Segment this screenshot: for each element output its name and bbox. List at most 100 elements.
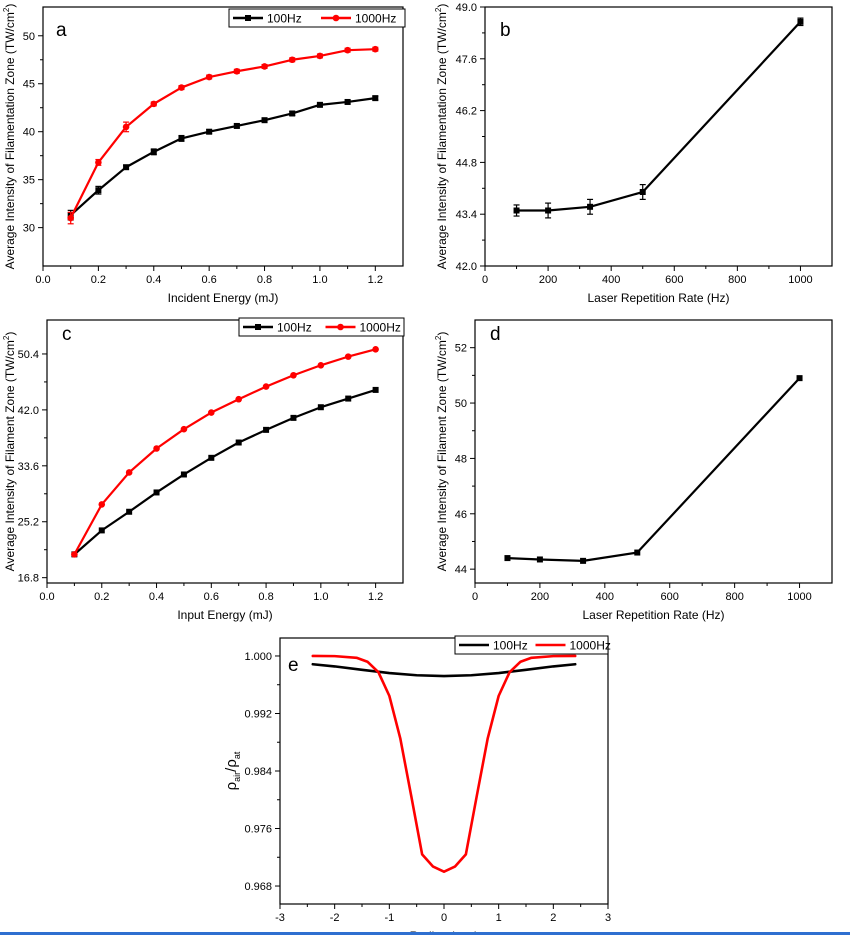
y-axis-label: ρair/ρat — [223, 751, 242, 790]
x-tick-label: 400 — [602, 274, 620, 286]
data-point — [261, 63, 268, 70]
y-tick-label: 0.992 — [244, 708, 272, 720]
panel-label: c — [62, 324, 72, 345]
x-tick-label: -3 — [275, 912, 285, 924]
x-axis-label: Input Energy (mJ) — [177, 608, 272, 622]
data-point — [317, 404, 324, 411]
legend-label: 100Hz — [277, 321, 312, 335]
y-tick-label: 50 — [23, 31, 35, 43]
data-point — [344, 98, 351, 105]
legend-label: 100Hz — [493, 639, 528, 653]
y-axis-label-sup: 2 — [2, 7, 11, 12]
data-point — [288, 56, 296, 64]
x-tick-label: 200 — [531, 591, 549, 603]
y-tick-label: 47.6 — [456, 54, 477, 66]
x-tick-label: 1.0 — [313, 591, 328, 603]
data-point — [208, 454, 215, 461]
x-tick-label: 0.6 — [202, 274, 217, 286]
y-tick-label: 46 — [455, 509, 467, 521]
y-tick-label: 33.6 — [18, 461, 39, 473]
y-tick-label: 43.4 — [456, 209, 477, 221]
y-tick-label: 42.0 — [18, 405, 39, 417]
series-line — [73, 388, 377, 556]
plot-frame — [42, 6, 404, 267]
data-point — [123, 164, 130, 171]
data-point — [126, 508, 133, 515]
x-tick-label: 1.2 — [368, 274, 383, 286]
x-tick-label: 0.2 — [91, 274, 106, 286]
data-point — [545, 207, 552, 214]
data-point — [98, 501, 106, 508]
chart-d: 0 200 400 600 800 1000 44 46 48 50 52 Laser Repetit… — [434, 319, 833, 622]
x-tick-label: -1 — [384, 912, 394, 924]
data-point — [233, 67, 241, 75]
legend-marker — [255, 324, 261, 330]
x-tick-label: 0.0 — [39, 591, 54, 603]
legend: 100Hz 1000Hz — [228, 8, 406, 28]
data-point — [180, 471, 187, 478]
y-axis-label-sup: 2 — [434, 335, 443, 340]
legend-label: 1000Hz — [360, 321, 401, 335]
data-point — [235, 395, 242, 403]
y-axis-label-sup: 2 — [2, 335, 11, 340]
legend-label: 1000Hz — [355, 12, 396, 26]
data-point — [153, 445, 160, 452]
legend-box — [238, 317, 405, 337]
x-tick-label: 0 — [441, 912, 447, 924]
chart-e: -3-2-101230.9680.9760.9840.9921.000Radiu… — [223, 635, 611, 935]
y-axis-label-part: ) — [3, 4, 17, 8]
data-point — [372, 345, 379, 353]
data-point — [634, 549, 641, 556]
x-tick-label: 3 — [605, 912, 611, 924]
y-tick-label: 50 — [455, 398, 467, 410]
legend: 100Hz 1000Hz — [238, 317, 405, 337]
data-point — [587, 203, 594, 210]
x-tick-label: 0.8 — [257, 274, 272, 286]
x-tick-label: 0 — [482, 274, 488, 286]
x-axis-label: Laser Repetition Rate (Hz) — [587, 291, 729, 305]
series-line — [311, 662, 577, 678]
y-tick-label: 16.8 — [18, 573, 39, 585]
x-tick-label: 2 — [550, 912, 556, 924]
y-tick-label: 0.968 — [244, 881, 272, 893]
y-tick-label: 44 — [455, 564, 467, 576]
legend-box — [454, 635, 609, 655]
data-point — [372, 95, 379, 102]
data-point — [180, 425, 188, 433]
x-axis-label: Incident Energy (mJ) — [168, 291, 279, 305]
x-axis-label: Laser Repetition Rate (Hz) — [582, 608, 724, 622]
y-tick-label: 45 — [23, 79, 35, 91]
y-axis-label: Average Intensity of Filament Zone (TW/c… — [2, 332, 17, 572]
data-point — [71, 551, 78, 558]
legend-box — [228, 8, 406, 28]
data-point — [639, 189, 646, 195]
x-tick-label: 0.2 — [94, 591, 109, 603]
x-tick-label: 1000 — [788, 274, 812, 286]
data-point — [205, 73, 213, 81]
y-tick-label: 1.000 — [244, 651, 272, 663]
x-tick-label: 400 — [596, 591, 614, 603]
x-tick-label: 200 — [539, 274, 557, 286]
y-axis-label-sub: at — [232, 751, 242, 759]
data-point — [290, 414, 297, 421]
y-axis-label: Average Intensity of Filamentation Zone … — [434, 4, 449, 270]
data-point — [67, 214, 74, 222]
data-point — [206, 128, 213, 135]
legend: 100Hz 1000Hz — [454, 635, 611, 655]
plot-frame — [484, 6, 833, 267]
y-tick-label: 35 — [23, 175, 35, 187]
x-tick-label: 0.4 — [149, 591, 164, 603]
y-axis-label-part: /ρ — [223, 759, 240, 772]
y-tick-label: 44.8 — [456, 157, 477, 169]
legend-label: 1000Hz — [570, 639, 611, 653]
data-point — [95, 187, 102, 194]
plot-frame — [46, 319, 404, 584]
y-axis-label-part: Average Intensity of Filamentation Zone … — [435, 12, 449, 269]
y-tick-label: 48 — [455, 453, 467, 465]
y-axis-label-sup: 2 — [434, 7, 443, 12]
x-tick-label: 600 — [665, 274, 683, 286]
data-point — [150, 148, 157, 155]
y-axis-label-sub: air — [232, 772, 242, 782]
data-point — [289, 110, 296, 117]
